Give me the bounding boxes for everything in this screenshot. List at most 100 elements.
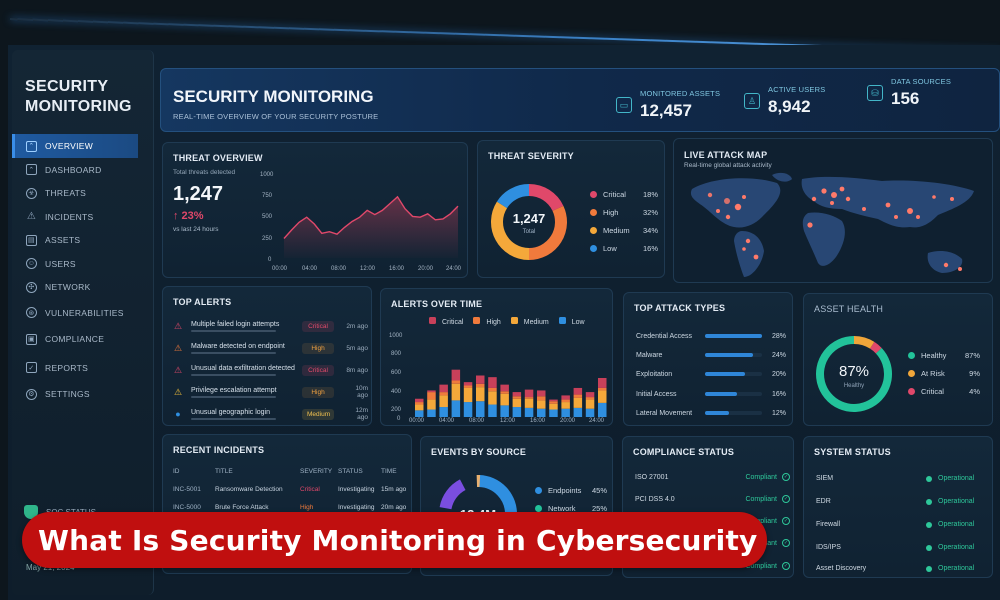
svg-text:400: 400 — [391, 389, 402, 395]
severity-badge: High — [302, 342, 334, 354]
panel-title: COMPLIANCE STATUS — [633, 447, 735, 457]
incident-severity: High — [300, 504, 314, 511]
alert-item[interactable]: ⚠ Malware detected on endpoint High 5m ago — [173, 337, 368, 359]
table-row[interactable]: INC-5001 Ransomware Detection Critical I… — [173, 486, 416, 493]
severity-badge: Critical — [302, 364, 334, 376]
world-map[interactable] — [682, 169, 987, 281]
banner-text: What Is Security Monitoring in Cybersecu… — [38, 523, 758, 557]
kpi-data-sources: ⛁ DATA SOURCES 156 — [867, 77, 951, 109]
panel-title: TOP ATTACK TYPES — [634, 303, 726, 313]
system-state: Operational — [938, 521, 975, 528]
sidebar-item-dashboard[interactable]: ⌃ DASHBOARD — [12, 158, 154, 182]
incident-title: Brute Force Attack — [215, 504, 269, 511]
svg-text:750: 750 — [262, 193, 273, 199]
compliance-row[interactable]: PCI DSS 4.0 Compliant ✓ — [635, 488, 790, 510]
sidebar-item-label: REPORTS — [45, 362, 89, 373]
warning-icon: ⚠ — [26, 211, 37, 222]
alert-item[interactable]: ● Unusual geographic login Medium 12m ago — [173, 403, 368, 425]
system-status-row[interactable]: IDS/IPS Operational — [816, 536, 981, 559]
clipboard-icon: ▣ — [26, 333, 37, 345]
legend-endpoints: Endpoints 45% — [535, 481, 607, 499]
status-dot-icon — [926, 544, 932, 551]
alert-time: 12m ago — [355, 407, 368, 421]
system-status-row[interactable]: SIEM Operational — [816, 467, 981, 490]
attack-type-bar — [704, 392, 738, 396]
incidents-table-header: ID TITLE SEVERITY STATUS TIME — [173, 468, 416, 475]
compliance-row[interactable]: Compliant ✓ — [635, 555, 790, 577]
alerts-over-time-panel: ALERTS OVER TIME Critical High Medium Lo… — [380, 288, 613, 426]
panel-title: THREAT OVERVIEW — [173, 153, 263, 163]
alert-text: Unusual geographic login — [191, 408, 270, 416]
threat-severity-donut: 1,247 Total — [491, 184, 567, 260]
column-header: SEVERITY — [300, 468, 333, 475]
incident-severity: Critical — [300, 486, 320, 493]
kpi-value: 156 — [891, 89, 920, 108]
svg-text:12:00: 12:00 — [500, 418, 516, 423]
legend-label: Low — [571, 319, 585, 326]
system-name: Firewall — [816, 521, 841, 528]
compliance-value: Compliant — [745, 495, 777, 503]
check-circle-icon: ✓ — [782, 562, 790, 570]
healthy-swatch — [908, 351, 915, 359]
svg-text:200: 200 — [391, 407, 402, 413]
legend-critical: Critical — [429, 317, 463, 326]
column-header: TITLE — [215, 468, 233, 475]
svg-text:00:00: 00:00 — [272, 266, 288, 272]
compliance-row[interactable]: Compliant ✓ — [635, 510, 790, 532]
table-row[interactable]: INC-5000 Brute Force Attack High Investi… — [173, 504, 416, 511]
page-subtitle: REAL-TIME OVERVIEW OF YOUR SECURITY POST… — [173, 112, 379, 121]
check-circle-icon: ✓ — [782, 517, 790, 525]
attack-type-row: Exploitation 20% — [636, 364, 786, 384]
alert-time: 8m ago — [346, 366, 368, 374]
compliance-row[interactable]: ISO 27001 Compliant ✓ — [635, 466, 790, 488]
compliance-standard: PCI DSS 4.0 — [635, 495, 675, 503]
system-status-row[interactable]: Asset Discovery Operational — [816, 557, 981, 580]
alert-item[interactable]: ⚠ Multiple failed login attempts Critical 2… — [173, 315, 368, 337]
alert-item[interactable]: ⚠ Privilege escalation attempt High 10m ago — [173, 381, 368, 403]
sidebar-item-assets[interactable]: ▤ ASSETS — [12, 228, 154, 252]
svg-text:600: 600 — [391, 370, 402, 376]
sidebar-item-overview[interactable]: ⌃ OVERVIEW — [12, 134, 138, 158]
panel-title: SYSTEM STATUS — [814, 447, 891, 457]
kpi-value: 12,457 — [640, 101, 692, 120]
server-icon: ▤ — [26, 234, 37, 246]
svg-text:16:00: 16:00 — [530, 418, 546, 423]
asset-health-legend: Healthy 87% At Risk 9% Critical 4% — [908, 346, 980, 400]
sidebar-item-network[interactable]: ✣ NETWORK — [12, 275, 154, 299]
bug-icon: ⚠ — [173, 342, 183, 353]
sidebar-item-users[interactable]: ☺ USERS — [12, 252, 154, 276]
attack-type-pct: 24% — [771, 351, 786, 359]
attack-type-bar — [704, 372, 746, 376]
alert-text: Multiple failed login attempts — [191, 320, 280, 328]
svg-text:800: 800 — [391, 351, 402, 357]
column-header: ID — [173, 468, 180, 475]
sidebar-item-incidents[interactable]: ⚠ INCIDENTS — [12, 205, 154, 229]
legend-critical: Critical 4% — [908, 382, 980, 400]
legend-network: Network 25% — [535, 499, 607, 517]
legend-label: Endpoints — [548, 485, 582, 495]
system-status-panel: SYSTEM STATUS SIEM Operational EDR Operati… — [803, 436, 993, 578]
panel-title: RECENT INCIDENTS — [173, 445, 265, 455]
warning-icon: ⚠ — [173, 320, 183, 331]
system-status-row[interactable]: Firewall Operational — [816, 513, 981, 536]
sidebar-item-compliance[interactable]: ▣ COMPLIANCE — [12, 327, 154, 351]
chart-icon: ⌃ — [26, 140, 37, 152]
sidebar-item-label: THREATS — [45, 188, 87, 198]
sidebar-item-label: ASSETS — [45, 235, 81, 245]
alert-item[interactable]: ⚠ Unusual data exfiltration detected Criti… — [173, 359, 368, 381]
sidebar-item-threats[interactable]: ☣ THREATS — [12, 181, 154, 205]
sidebar-item-vulnerabilities[interactable]: ⊛ VULNERABILITIES — [12, 301, 154, 325]
legend-pct: 9% — [969, 368, 980, 378]
attack-type-bar — [704, 353, 754, 357]
asset-health-panel: ASSET HEALTH 87% Healthy Healthy 87% At R… — [803, 293, 993, 426]
network-icon: ✣ — [26, 281, 37, 293]
top-alerts-panel: TOP ALERTS ⚠ Multiple failed login attemp… — [162, 286, 372, 426]
panel-title: ASSET HEALTH — [814, 304, 884, 314]
medium-swatch — [590, 226, 597, 234]
sidebar-item-settings[interactable]: ⚙ SETTINGS — [12, 382, 154, 406]
sidebar-item-reports[interactable]: ✓ REPORTS — [12, 356, 154, 380]
system-status-row[interactable]: EDR Operational — [816, 490, 981, 513]
user-icon: ♙ — [744, 93, 760, 109]
status-dot-icon — [926, 565, 932, 572]
donut-center-value: 1,247 — [513, 211, 546, 226]
